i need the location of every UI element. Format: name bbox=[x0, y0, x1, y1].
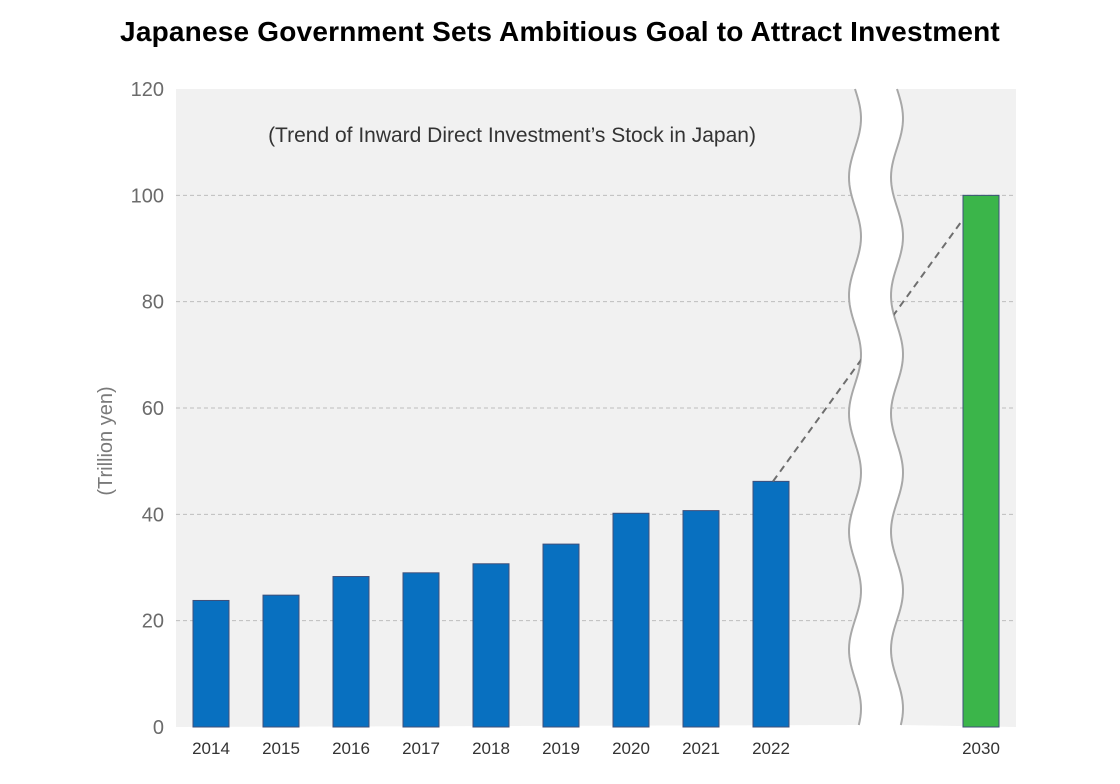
x-tick-label: 2014 bbox=[192, 739, 230, 758]
trend-line-segment bbox=[891, 218, 964, 482]
bar-2020 bbox=[612, 512, 650, 728]
bar-2019 bbox=[542, 543, 580, 728]
x-tick-label: 2018 bbox=[472, 739, 510, 758]
bar-2030 bbox=[962, 194, 1000, 728]
bar-2021 bbox=[682, 510, 720, 728]
y-tick-label: 100 bbox=[131, 185, 164, 207]
chart-title: Japanese Government Sets Ambitious Goal … bbox=[120, 16, 1000, 47]
break-line-left bbox=[847, 88, 863, 726]
y-axis-ticks: 0 20 40 60 80 100 120 bbox=[131, 79, 164, 739]
x-tick-label: 2017 bbox=[402, 739, 440, 758]
y-tick-label: 120 bbox=[131, 79, 164, 101]
gridlines bbox=[176, 194, 1016, 622]
bar-2022 bbox=[752, 480, 790, 728]
y-tick-label: 0 bbox=[153, 717, 164, 739]
x-tick-label: 2021 bbox=[682, 739, 720, 758]
x-tick-label: 2019 bbox=[542, 739, 580, 758]
bar-2018 bbox=[472, 563, 510, 728]
y-axis-label: (Trillion yen) bbox=[95, 386, 117, 495]
x-axis-ticks: 2014 2015 2016 2017 2018 2019 2020 2021 2022 2030 bbox=[192, 739, 1000, 758]
bar-2017 bbox=[402, 572, 440, 728]
y-tick-label: 20 bbox=[142, 611, 164, 633]
bars bbox=[192, 194, 1000, 728]
x-tick-label: 2030 bbox=[962, 739, 1000, 758]
trend-line-segment bbox=[772, 218, 861, 482]
bar-2015 bbox=[262, 594, 300, 728]
y-tick-label: 60 bbox=[142, 398, 164, 420]
trend-line bbox=[772, 218, 964, 482]
bar-2014 bbox=[192, 599, 230, 728]
x-tick-label: 2020 bbox=[612, 739, 650, 758]
bar-2016 bbox=[332, 576, 370, 728]
chart-subtitle: (Trend of Inward Direct Investment’s Sto… bbox=[268, 124, 756, 147]
break-line-right bbox=[889, 88, 905, 726]
x-tick-label: 2022 bbox=[752, 739, 790, 758]
y-tick-label: 40 bbox=[142, 504, 164, 526]
x-tick-label: 2015 bbox=[262, 739, 300, 758]
axis-break bbox=[847, 88, 905, 726]
y-tick-label: 80 bbox=[142, 292, 164, 314]
x-tick-label: 2016 bbox=[332, 739, 370, 758]
